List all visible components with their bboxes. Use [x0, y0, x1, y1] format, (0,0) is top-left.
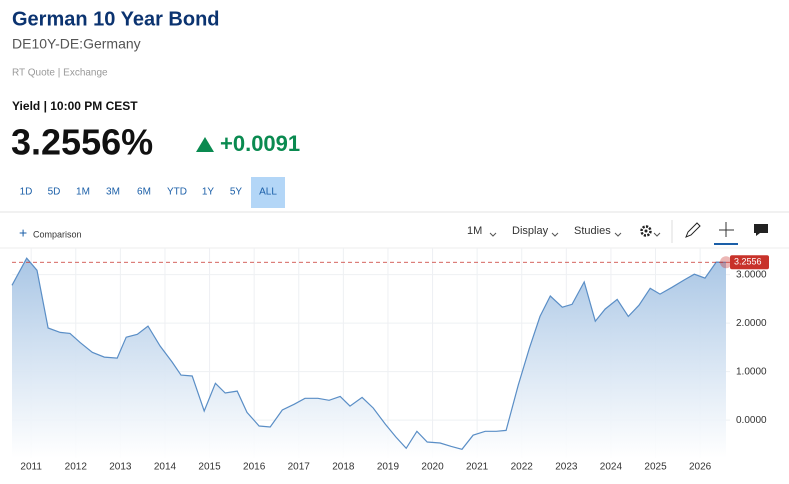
display-button[interactable]: Display [512, 225, 549, 237]
crosshair-icon[interactable] [719, 222, 734, 237]
quote-change: +0.0091 [220, 131, 300, 156]
x-tick-label: 2021 [466, 462, 489, 473]
range-button[interactable]: 5D [48, 187, 61, 198]
x-tick-label: 2018 [332, 462, 355, 473]
range-button[interactable]: 1Y [202, 187, 215, 198]
x-tick-label: 2026 [689, 462, 712, 473]
title: German 10 Year Bond [12, 8, 220, 30]
x-tick-label: 2017 [288, 462, 311, 473]
range-button[interactable]: 3M [106, 187, 120, 198]
quote-last: 3.2556% [11, 122, 153, 163]
x-tick-label: 2015 [198, 462, 221, 473]
quote-label: Yield | 10:00 PM CEST [12, 99, 138, 113]
x-tick-label: 2024 [600, 462, 623, 473]
range-button[interactable]: ALL [259, 187, 277, 198]
current-tag [730, 255, 769, 270]
symbol: DE10Y-DE:Germany [12, 36, 141, 52]
y-tick-label: 1.0000 [736, 366, 767, 377]
up-arrow [196, 137, 214, 152]
x-tick-label: 2020 [421, 462, 444, 473]
plus-icon[interactable]: + [19, 225, 27, 241]
draw-icon[interactable] [685, 222, 701, 238]
range-button[interactable]: 5Y [230, 187, 243, 198]
x-tick-label: 2014 [154, 462, 177, 473]
settings-icon[interactable] [640, 225, 661, 237]
area-fill [12, 258, 726, 458]
x-tick-label: 2019 [377, 462, 400, 473]
chevron [489, 232, 497, 237]
line [11, 257, 727, 450]
x-tick-label: 2016 [243, 462, 266, 473]
x-tick-label: 2012 [65, 462, 88, 473]
x-tick-label: 2025 [644, 462, 667, 473]
x-tick-label: 2013 [109, 462, 132, 473]
range-button[interactable]: 1D [20, 187, 33, 198]
x-tick-label: 2011 [20, 462, 42, 473]
y-tick-label: 0.0000 [736, 415, 767, 426]
range-active [251, 177, 285, 208]
interval-button[interactable]: 1M [467, 225, 482, 237]
current-dot [719, 256, 732, 269]
x-tick-label: 2022 [511, 462, 534, 473]
comparison-button[interactable]: Comparison [33, 229, 82, 239]
x-tick-label: 2023 [555, 462, 578, 473]
chevron [551, 232, 559, 237]
y-tick-label: 3.0000 [736, 269, 767, 280]
chevron [614, 232, 622, 237]
studies-button[interactable]: Studies [574, 225, 611, 237]
comment-icon[interactable] [754, 224, 768, 236]
y-tick-label: 2.0000 [736, 318, 767, 329]
range-button[interactable]: 1M [76, 187, 90, 198]
source: RT Quote | Exchange [12, 68, 108, 79]
current-tag-label: 3.2556 [734, 257, 762, 267]
range-button[interactable]: YTD [167, 187, 187, 198]
range-button[interactable]: 6M [137, 187, 151, 198]
